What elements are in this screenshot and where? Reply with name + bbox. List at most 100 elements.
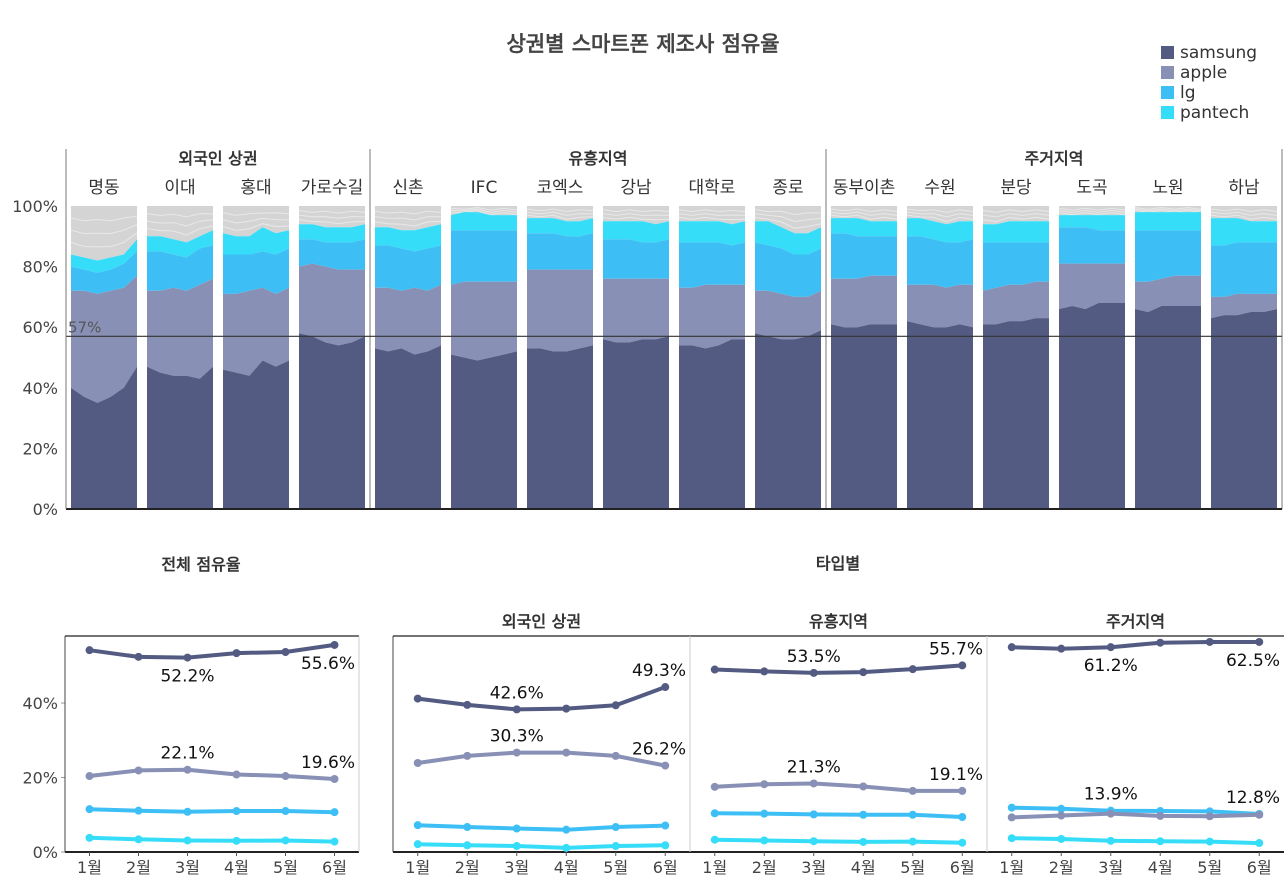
area-other-texture — [298, 214, 366, 219]
series-line-pantech — [1011, 836, 1260, 846]
legend-swatch-lg — [1161, 86, 1174, 99]
series-point-samsung — [330, 640, 339, 649]
xtick-label: 3월 — [175, 858, 200, 877]
area-band-lg — [907, 236, 973, 288]
xtick-label: 2월 — [752, 858, 777, 877]
area-other-texture — [298, 210, 366, 214]
area-band-lg — [375, 245, 441, 291]
series-point-apple — [1205, 812, 1214, 821]
xtick-label: 3월 — [1098, 858, 1123, 877]
area-other-texture — [146, 225, 214, 236]
area-band-apple — [907, 284, 973, 328]
data-label: 61.2% — [1084, 656, 1138, 676]
area-band-pantech — [451, 212, 517, 231]
area-band-samsung — [147, 366, 213, 509]
series-point-pantech — [562, 843, 571, 852]
series-point-apple — [463, 751, 472, 760]
series-point-samsung — [463, 700, 472, 709]
area-ytick-label: 20% — [22, 439, 58, 458]
area-other-texture — [1058, 207, 1126, 211]
data-label: 19.1% — [929, 765, 983, 785]
district-label: 가로수길 — [301, 178, 364, 198]
series-point-apple — [413, 758, 422, 767]
series-point-pantech — [281, 836, 290, 845]
series-point-lg — [661, 821, 670, 830]
area-other-texture — [602, 209, 670, 213]
group-label: 주거지역 — [1025, 149, 1084, 168]
district-label: 노원 — [1152, 178, 1183, 198]
series-point-lg — [183, 807, 192, 816]
series-point-pantech — [463, 841, 472, 850]
series-point-samsung — [809, 668, 818, 677]
series-point-pantech — [330, 837, 339, 846]
xtick-label: 1월 — [702, 858, 727, 877]
district-label: 하남 — [1228, 178, 1260, 198]
area-band-pantech — [1135, 212, 1201, 231]
series-line-samsung — [417, 685, 666, 712]
series-point-samsung — [134, 652, 143, 661]
xtick-label: 5월 — [273, 858, 298, 877]
legend-label-samsung: samsung — [1180, 43, 1257, 63]
series-point-apple — [1057, 811, 1066, 820]
panel-title: 주거지역 — [1106, 612, 1165, 631]
area-other-texture — [1134, 208, 1202, 212]
series-point-pantech — [1156, 837, 1165, 846]
series-point-pantech — [958, 838, 967, 847]
xtick-label: 4월 — [1148, 858, 1173, 877]
line-ytick-label: 40% — [22, 694, 58, 713]
area-other-texture — [222, 212, 290, 216]
area-band-lg — [983, 242, 1049, 291]
xtick-label: 2월 — [1049, 858, 1074, 877]
area-other-texture — [298, 219, 366, 225]
area-band-apple — [147, 278, 213, 379]
series-line-apple — [417, 750, 666, 768]
area-band-lg — [755, 242, 821, 297]
series-point-pantech — [710, 835, 719, 844]
series-line-samsung — [714, 663, 963, 675]
line-panel-type-2: 1월 2월 3월 4월 5월 6월 61.2% 62.5% 13.9% 12.8% — [987, 635, 1284, 877]
area-other-texture — [526, 214, 594, 220]
series-point-lg — [281, 807, 290, 816]
series-point-apple — [281, 772, 290, 781]
chart-title: 상권별 스마트폰 제조사 점유율 — [506, 32, 779, 56]
district-label: 동부이촌 — [833, 178, 896, 198]
area-other-texture — [1210, 214, 1278, 220]
line-ytick-label: 0% — [33, 843, 58, 862]
series-point-pantech — [1255, 839, 1264, 848]
area-band-samsung — [451, 351, 517, 509]
xtick-label: 6월 — [653, 858, 678, 877]
area-ytick-label: 60% — [22, 318, 58, 337]
series-point-apple — [562, 748, 571, 757]
data-label: 19.6% — [301, 753, 355, 773]
line-charts: 0% 20% 40% 1월 2월 3월 4월 5월 6월 52.2% 55.6% 22.1% 19.6%… — [22, 612, 1284, 877]
line-panel-type-0: 1월 2월 3월 4월 5월 6월 42.6% 49.3% 30.3% 26.2% — [393, 635, 690, 877]
district-label: 분당 — [1000, 178, 1032, 198]
series-point-lg — [232, 807, 241, 816]
series-point-samsung — [760, 667, 769, 676]
area-other-texture — [1058, 212, 1126, 216]
series-point-samsung — [1057, 644, 1066, 653]
series-point-samsung — [661, 683, 670, 692]
area-other-texture — [70, 224, 138, 235]
area-band-samsung — [1211, 309, 1277, 509]
series-point-lg — [463, 823, 472, 832]
area-band-apple — [1135, 275, 1201, 312]
area-band-samsung — [71, 366, 137, 509]
data-label: 12.8% — [1226, 788, 1280, 808]
series-point-pantech — [183, 836, 192, 845]
xtick-label: 5월 — [603, 858, 628, 877]
area-ytick-label: 40% — [22, 379, 58, 398]
area-band-lg — [1211, 242, 1277, 297]
series-point-lg — [562, 825, 571, 834]
area-other-texture — [374, 221, 442, 227]
area-band-apple — [831, 275, 897, 328]
series-point-samsung — [1255, 637, 1264, 646]
series-point-lg — [958, 812, 967, 821]
series-point-lg — [859, 810, 868, 819]
area-other-texture — [830, 214, 898, 220]
series-line-samsung — [1011, 640, 1260, 651]
district-label: 강남 — [620, 178, 652, 198]
series-line-pantech — [417, 842, 666, 850]
area-band-apple — [223, 287, 289, 376]
series-point-apple — [710, 782, 719, 791]
